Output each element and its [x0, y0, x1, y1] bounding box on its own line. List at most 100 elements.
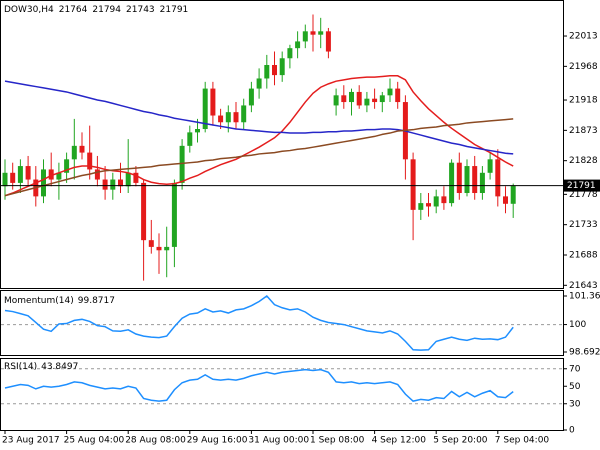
- x-tick-label: 7 Sep 04:00: [495, 436, 550, 446]
- candle-body: [71, 145, 77, 160]
- candle-body: [479, 172, 485, 194]
- candle-body: [10, 172, 16, 183]
- candle-body: [456, 162, 462, 194]
- candle-body: [202, 88, 208, 130]
- candle-body: [487, 159, 493, 173]
- y-tick-label: 98.6929: [569, 348, 600, 358]
- price-box-label: 21791: [567, 181, 596, 191]
- candle-body: [387, 88, 393, 96]
- candle-body: [187, 132, 193, 146]
- candle-body: [356, 91, 362, 106]
- candle-body: [510, 185, 516, 204]
- y-tick-label: 30: [569, 399, 581, 409]
- indicator-title: Momentum(14) 99.8717: [4, 296, 115, 306]
- candle-body: [426, 203, 431, 207]
- y-tick-label: 101.3616: [569, 292, 600, 302]
- candle-body: [241, 105, 247, 123]
- momentum-panel: [0, 290, 564, 356]
- x-tick-label: 28 Aug 08:00: [125, 436, 186, 446]
- candle-body: [148, 240, 154, 247]
- candle-body: [272, 65, 277, 76]
- x-tick-label: 1 Sep 08:00: [310, 436, 365, 446]
- candle-body: [195, 129, 200, 133]
- title-close: 21791: [160, 5, 189, 15]
- candle-body: [503, 196, 508, 204]
- candle-body: [248, 88, 254, 106]
- candle-body: [310, 31, 316, 35]
- y-tick-label: 21918: [569, 96, 598, 106]
- indicator-value: 99.8717: [78, 296, 115, 306]
- candle-body: [2, 172, 8, 187]
- candle-body: [218, 115, 224, 123]
- x-tick-label: 5 Sep 20:00: [433, 436, 488, 446]
- candle-body: [410, 159, 416, 210]
- y-tick-label: 21778: [569, 190, 598, 200]
- candle-body: [125, 172, 131, 187]
- y-tick-label: 50: [569, 382, 581, 392]
- price-box: [564, 179, 600, 192]
- candle-body: [264, 65, 270, 79]
- x-tick-label: 23 Aug 2017: [2, 436, 60, 446]
- candle-body: [325, 31, 331, 52]
- candle-body: [341, 95, 347, 103]
- candle-body: [141, 182, 147, 241]
- candle-body: [287, 48, 293, 59]
- y-tick-label: 21828: [569, 156, 598, 166]
- candle-body: [395, 88, 401, 103]
- candle-body: [25, 166, 31, 180]
- y-tick-label: 21688: [569, 250, 598, 260]
- price-panel: [0, 0, 564, 289]
- title-high: 21794: [92, 5, 121, 15]
- candle-body: [41, 169, 46, 197]
- candle-body: [48, 169, 54, 180]
- title-open: 21764: [59, 5, 88, 15]
- candle-body: [87, 152, 93, 170]
- rsi-panel: [0, 358, 564, 431]
- candle-body: [441, 196, 447, 204]
- candle-body: [64, 159, 70, 173]
- candle-body: [171, 182, 177, 247]
- candle-body: [472, 166, 478, 194]
- candle-body: [372, 98, 378, 103]
- indicator-line: [4, 368, 514, 402]
- x-tick-label: 31 Aug 00:00: [248, 436, 309, 446]
- candle-body: [118, 179, 123, 187]
- candle-body: [318, 31, 324, 35]
- y-tick-label: 21733: [569, 220, 598, 230]
- indicator-value: 43.8497: [41, 362, 78, 372]
- candle-body: [164, 246, 170, 251]
- candle-body: [133, 172, 139, 183]
- candle-body: [364, 98, 370, 106]
- candle-body: [225, 112, 231, 123]
- y-tick-label: 22013: [569, 32, 598, 42]
- candle-body: [56, 172, 62, 180]
- indicator-line: [4, 295, 514, 351]
- candle-body: [233, 112, 239, 123]
- indicator-name: RSI(14): [4, 362, 37, 372]
- candle-body: [349, 91, 354, 103]
- y-tick-label: 21968: [569, 62, 598, 72]
- moving-average: [4, 80, 514, 155]
- candle-body: [433, 196, 439, 207]
- candle-body: [449, 162, 455, 204]
- x-tick-label: 29 Aug 16:00: [187, 436, 248, 446]
- candle-body: [17, 166, 23, 183]
- y-tick-label: 0: [569, 426, 575, 436]
- candle-body: [102, 179, 108, 190]
- x-tick-label: 25 Aug 04:00: [64, 436, 125, 446]
- y-tick-label: 70: [569, 364, 581, 374]
- x-tick-label: 4 Sep 12:00: [372, 436, 427, 446]
- candle-body: [156, 246, 162, 251]
- y-tick-label: 21873: [569, 126, 598, 136]
- candle-body: [256, 78, 262, 89]
- candle-body: [295, 41, 301, 49]
- candle-body: [379, 95, 385, 103]
- candle-body: [418, 203, 424, 210]
- candle-body: [333, 95, 339, 106]
- candle-body: [464, 166, 470, 194]
- candle-body: [79, 145, 85, 153]
- moving-average: [4, 75, 514, 197]
- indicator-title: RSI(14) 43.8497: [4, 362, 78, 372]
